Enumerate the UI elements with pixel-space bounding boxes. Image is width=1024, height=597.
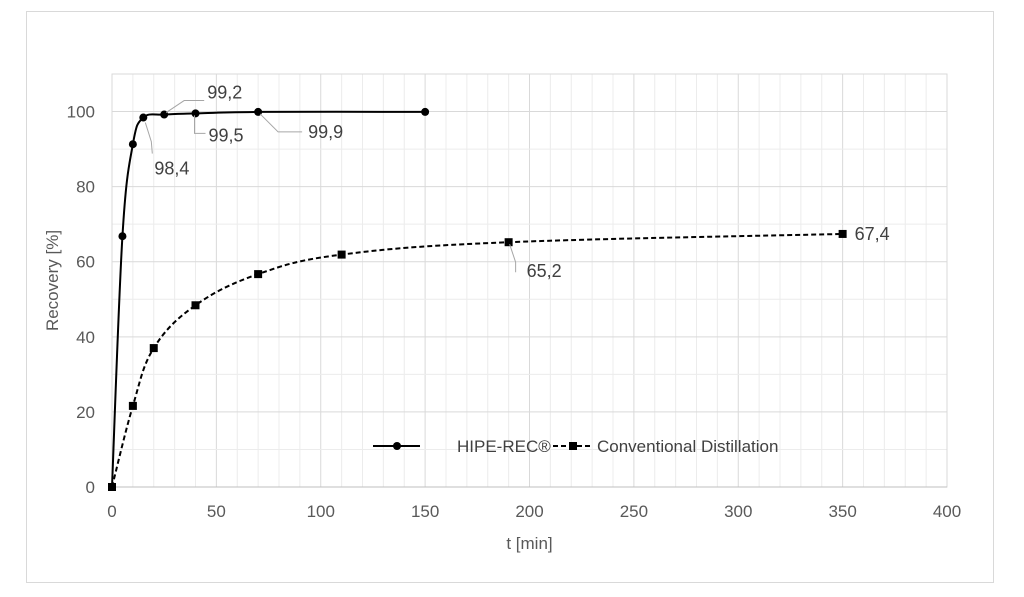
label-leader-line [165,100,205,113]
data-label: 98,4 [154,159,189,179]
y-tick-label: 0 [86,478,95,497]
label-leader-line [509,244,517,273]
series-line-1 [111,232,843,488]
legend-entry-1: Conventional Distillation [553,437,778,456]
y-tick-label: 20 [76,403,95,422]
data-point-circle [191,109,200,118]
chart-frame [26,11,994,583]
legend: HIPE-REC® Conventional Distillation [373,437,778,456]
data-point-square [337,250,346,259]
legend-marker-square [569,442,577,450]
x-tick-label: 100 [307,502,335,521]
x-tick-label: 150 [411,502,439,521]
label-leader-line [144,122,153,154]
y-tick-label: 40 [76,328,95,347]
x-tick-label: 50 [207,502,226,521]
data-label: 65,2 [527,261,562,281]
data-label: 67,4 [855,224,890,244]
data-point-square [838,229,847,238]
x-tick-label: 0 [107,502,116,521]
x-tick-label: 200 [515,502,543,521]
data-point-square [191,301,200,310]
legend-entry-0: HIPE-REC® [373,437,551,456]
label-leader-line [194,115,206,134]
data-point-square [254,270,263,279]
data-point-circle [118,232,127,241]
x-tick-label: 250 [620,502,648,521]
data-label: 99,9 [308,122,343,142]
data-point-circle [128,140,137,149]
y-tick-label: 60 [76,253,95,272]
y-tick-label: 80 [76,178,95,197]
x-tick-label: 300 [724,502,752,521]
x-tick-label: 350 [828,502,856,521]
label-leader-line [259,113,303,133]
y-tick-label: 100 [67,103,95,122]
x-tick-label: 400 [933,502,961,521]
data-label: 99,2 [207,83,242,103]
grid [112,74,947,487]
y-axis-title: Recovery [%] [43,230,62,331]
data-point-square [149,344,158,353]
x-axis-title: t [min] [506,534,552,553]
legend-marker-circle [393,442,401,450]
data-point-circle [421,107,430,116]
data-point-square [108,483,116,491]
data-labels: 98,4 99,2 99,5 99,9 65,2 67,4 [144,83,890,281]
data-point-square [128,401,137,410]
legend-label: Conventional Distillation [597,437,778,456]
data-point-square [504,238,513,247]
data-point-circle [139,113,148,122]
data-label: 99,5 [209,125,244,145]
legend-label: HIPE-REC® [457,437,551,456]
axes: 0 50 100 150 200 250 300 350 400 0 20 40 60 80 100 [67,103,962,521]
